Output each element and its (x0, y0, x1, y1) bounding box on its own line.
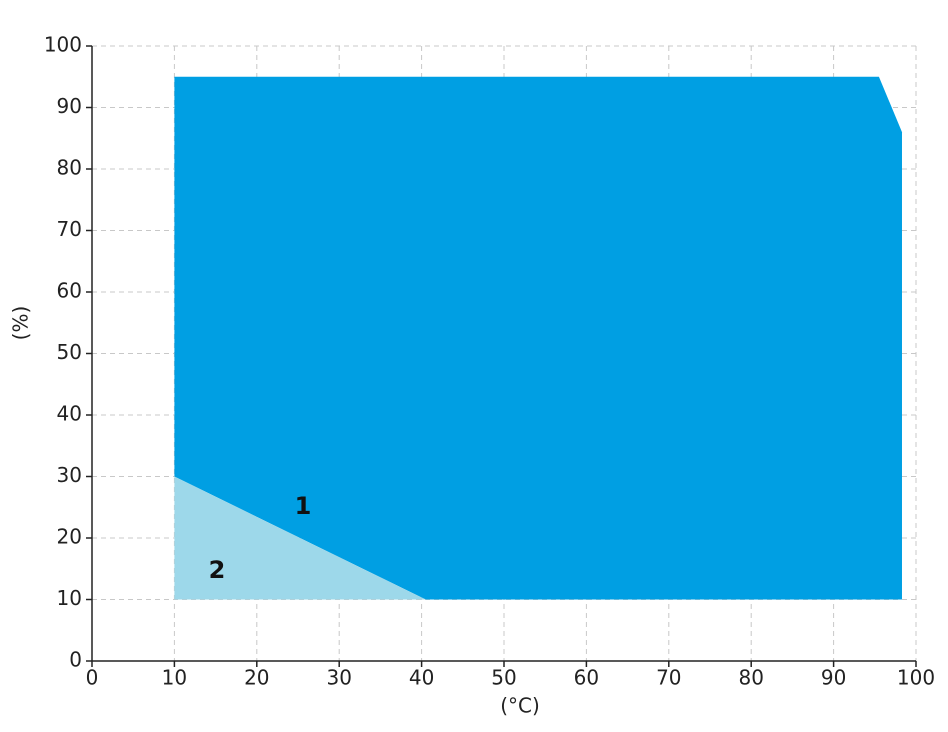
y-tick-label: 50 (57, 340, 82, 364)
x-tick-label: 10 (162, 666, 187, 690)
y-tick-label: 0 (69, 648, 82, 672)
y-tick-label: 70 (57, 217, 82, 241)
area-label: 2 (209, 556, 226, 584)
y-axis-label: (%) (9, 306, 33, 341)
x-tick-label: 0 (86, 666, 99, 690)
y-tick-label: 40 (57, 402, 82, 426)
y-tick-label: 30 (57, 463, 82, 487)
y-tick-label: 60 (57, 279, 82, 303)
x-tick-label: 50 (491, 666, 516, 690)
x-tick-label: 80 (738, 666, 763, 690)
x-tick-label: 30 (326, 666, 351, 690)
area-label: 1 (295, 492, 312, 520)
x-tick-label: 20 (244, 666, 269, 690)
y-tick-label: 80 (57, 156, 82, 180)
x-tick-label: 40 (409, 666, 434, 690)
y-tick-label: 20 (57, 525, 82, 549)
x-axis-label: (°C) (500, 694, 540, 718)
x-tick-label: 90 (821, 666, 846, 690)
area (174, 76, 902, 600)
x-tick-label: 100 (897, 666, 935, 690)
x-tick-label: 70 (656, 666, 681, 690)
area (174, 476, 426, 600)
y-tick-label: 10 (57, 586, 82, 610)
y-tick-label: 100 (44, 33, 82, 57)
y-tick-label: 90 (57, 94, 82, 118)
x-tick-label: 60 (574, 666, 599, 690)
